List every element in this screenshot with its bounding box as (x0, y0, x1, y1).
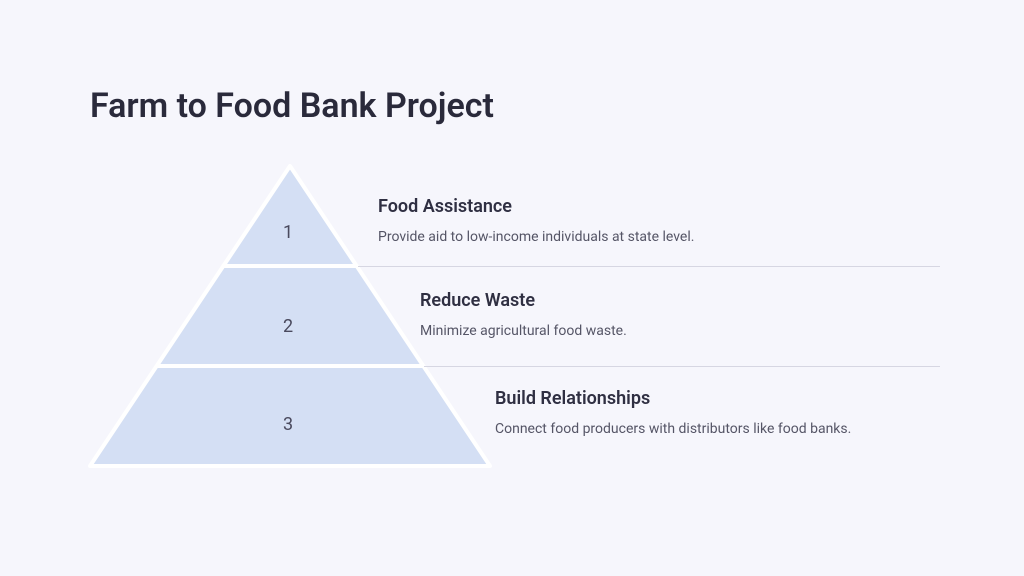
tier-number-1: 1 (283, 222, 293, 243)
tier-desc-3: Connect food producers with distributors… (495, 421, 851, 437)
tier-text-1: Food Assistance Provide aid to low-incom… (378, 196, 694, 245)
tier-heading-2: Reduce Waste (420, 290, 627, 311)
tier-number-2: 2 (283, 316, 293, 337)
divider-2 (424, 366, 940, 367)
page-title: Farm to Food Bank Project (90, 86, 494, 126)
tier-heading-3: Build Relationships (495, 388, 851, 409)
slide-page: Farm to Food Bank Project 1 Food Assista… (0, 0, 1024, 576)
tier-text-2: Reduce Waste Minimize agricultural food … (420, 290, 627, 339)
tier-desc-1: Provide aid to low-income individuals at… (378, 229, 694, 245)
tier-number-3: 3 (283, 414, 293, 435)
tier-text-3: Build Relationships Connect food produce… (495, 388, 851, 437)
tier-heading-1: Food Assistance (378, 196, 694, 217)
tier-desc-2: Minimize agricultural food waste. (420, 323, 627, 339)
divider-1 (358, 266, 940, 267)
